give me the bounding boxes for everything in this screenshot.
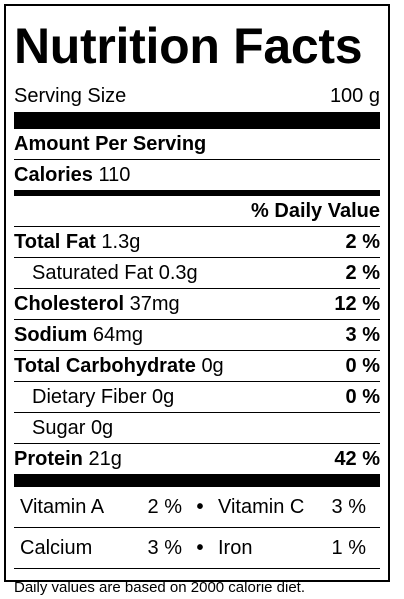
nutrient-name: Dietary Fiber (32, 385, 147, 408)
nutrient-dv: 42 % (334, 447, 380, 470)
serving-size-row: Serving Size 100 g (14, 84, 380, 108)
nutrient-amount: 0g (90, 416, 114, 439)
nutrient-dv: 2 % (345, 261, 380, 284)
nutrient-name: Total Carbohydrate (14, 354, 196, 377)
nutrient-name: Saturated Fat (32, 261, 154, 284)
vitamin-value: 3 % (331, 495, 366, 518)
vitamin-value: 3 % (147, 536, 182, 559)
heavy-divider (14, 474, 380, 487)
nutrient-amount: 37mg (129, 292, 180, 315)
vitamin-row-2: Calcium 3 % • Iron 1 % (14, 528, 380, 569)
label-title: Nutrition Facts (14, 18, 363, 74)
nutrient-dv: 0 % (345, 354, 380, 377)
bullet-separator: • (196, 495, 204, 518)
nutrient-amount: 0g (201, 354, 224, 377)
calories-value: 110 (98, 163, 131, 186)
serving-size-value: 100 g (329, 85, 380, 107)
medium-divider (14, 190, 380, 196)
vitamin-value: 1 % (331, 536, 366, 559)
vitamin-value: 2 % (147, 495, 182, 518)
vitamin-name: Vitamin C (218, 495, 305, 518)
amount-per-serving: Amount Per Serving (14, 129, 380, 160)
thick-divider (14, 112, 380, 129)
calories-row: Calories 110 (14, 160, 380, 190)
footnote: Daily values are based on 2000 calorie d… (14, 579, 306, 596)
nutrient-row-cholesterol: Cholesterol 37mg 12 % (14, 289, 380, 320)
nutrient-row-total-carbohydrate: Total Carbohydrate 0g 0 % (14, 351, 380, 382)
nutrient-amount: 1.3g (101, 230, 141, 253)
nutrition-label: Nutrition Facts Serving Size 100 g Amoun… (4, 4, 390, 596)
nutrient-dv: 2 % (345, 230, 380, 253)
nutrient-dv: 3 % (345, 323, 380, 346)
nutrient-row-total-fat: Total Fat 1.3g 2 % (14, 227, 380, 258)
nutrient-name: Total Fat (14, 230, 96, 253)
nutrient-row-protein: Protein 21g 42 % (14, 444, 380, 474)
daily-value-header: % Daily Value (14, 196, 380, 227)
vitamin-name: Calcium (20, 536, 93, 559)
nutrient-dv: 12 % (334, 292, 380, 315)
bullet-separator: • (196, 536, 204, 559)
nutrient-amount: 21g (88, 447, 122, 470)
vitamin-row-1: Vitamin A 2 % • Vitamin C 3 % (14, 487, 380, 528)
serving-size-label: Serving Size (14, 85, 127, 107)
nutrient-amount: 0g (152, 385, 175, 408)
nutrient-name: Sugar (32, 416, 86, 439)
nutrient-amount: 64mg (92, 323, 143, 346)
nutrient-row-sodium: Sodium 64mg 3 % (14, 320, 380, 351)
nutrient-dv: 0 % (345, 385, 380, 408)
nutrient-name: Cholesterol (14, 292, 125, 315)
nutrient-amount: 0.3g (158, 261, 198, 284)
nutrient-name: Sodium (14, 323, 88, 346)
nutrient-row-sugar: Sugar 0g (14, 413, 380, 444)
calories-label: Calories (14, 163, 93, 186)
vitamin-name: Vitamin A (20, 495, 105, 518)
nutrient-name: Protein (14, 447, 83, 470)
nutrient-row-saturated-fat: Saturated Fat 0.3g 2 % (14, 258, 380, 289)
vitamin-name: Iron (218, 536, 253, 559)
nutrient-row-dietary-fiber: Dietary Fiber 0g 0 % (14, 382, 380, 413)
